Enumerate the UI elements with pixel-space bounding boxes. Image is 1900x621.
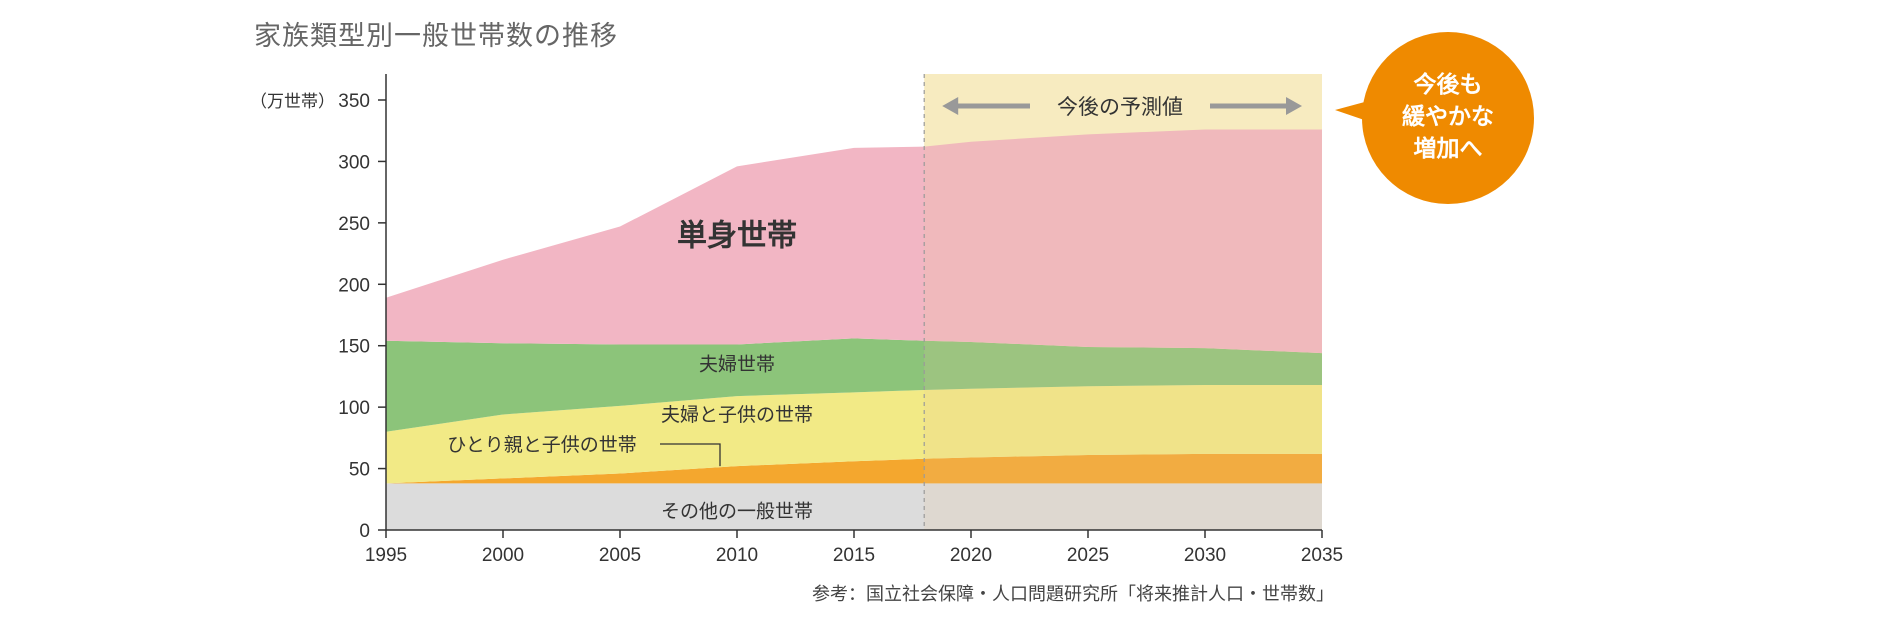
y-tick-label: 200 (338, 275, 370, 296)
area-single_parent (386, 453, 1322, 484)
source-note: 参考：国立社会保障・人口問題研究所「将来推計人口・世帯数」 (812, 584, 1334, 605)
callout-line: 緩やかな (1402, 103, 1494, 130)
arrowhead-left (942, 97, 959, 115)
label-single-parent: ひとり親と子供の世帯 (447, 434, 636, 456)
y-tick-label: 300 (338, 152, 370, 173)
forecast-label: 今後の予測値 (1057, 95, 1183, 119)
label-other: その他の一般世帯 (661, 501, 813, 523)
area-single (386, 129, 1322, 354)
forecast-annotation: 今後の予測値 (942, 95, 1302, 119)
chart-title: 家族類型別一般世帯数の推移 (254, 21, 618, 52)
x-tick-label: 2030 (1184, 545, 1226, 566)
x-tick-label: 2025 (1067, 545, 1109, 566)
single-parent-leader (660, 443, 721, 467)
area-couple_children (386, 385, 1322, 484)
label-couple: 夫婦世帯 (699, 353, 775, 375)
y-unit-label: （万世帯） (250, 92, 335, 112)
label-couple-children: 夫婦と子供の世帯 (661, 404, 813, 426)
forecast-tint (924, 74, 1322, 530)
x-tick-label: 2005 (599, 545, 641, 566)
y-tick-label: 150 (338, 337, 370, 358)
x-tick-label: 2015 (833, 545, 875, 566)
y-tick-label: 350 (338, 91, 370, 112)
area-other (386, 483, 1322, 530)
x-tick-label: 1995 (365, 545, 407, 566)
label-single: 単身世帯 (677, 218, 797, 253)
y-tick-label: 0 (359, 521, 370, 542)
x-tick-label: 2035 (1301, 545, 1343, 566)
axes: 0 50 100 150 200 250 300 350 1995 2000 2005 2010 201… (250, 74, 1343, 566)
x-tick-label: 2000 (482, 545, 524, 566)
x-tick-label: 2010 (716, 545, 758, 566)
area-couple (386, 338, 1322, 432)
callout-circle (1362, 32, 1534, 204)
callout-line: 今後も (1414, 71, 1483, 98)
arrowhead-right (1286, 97, 1302, 115)
x-tick-label: 2020 (950, 545, 992, 566)
callout-line: 増加へ (1414, 135, 1483, 162)
stacked-areas (386, 74, 1322, 530)
y-tick-label: 50 (349, 460, 370, 481)
y-tick-label: 250 (338, 214, 370, 235)
y-tick-label: 100 (338, 398, 370, 419)
